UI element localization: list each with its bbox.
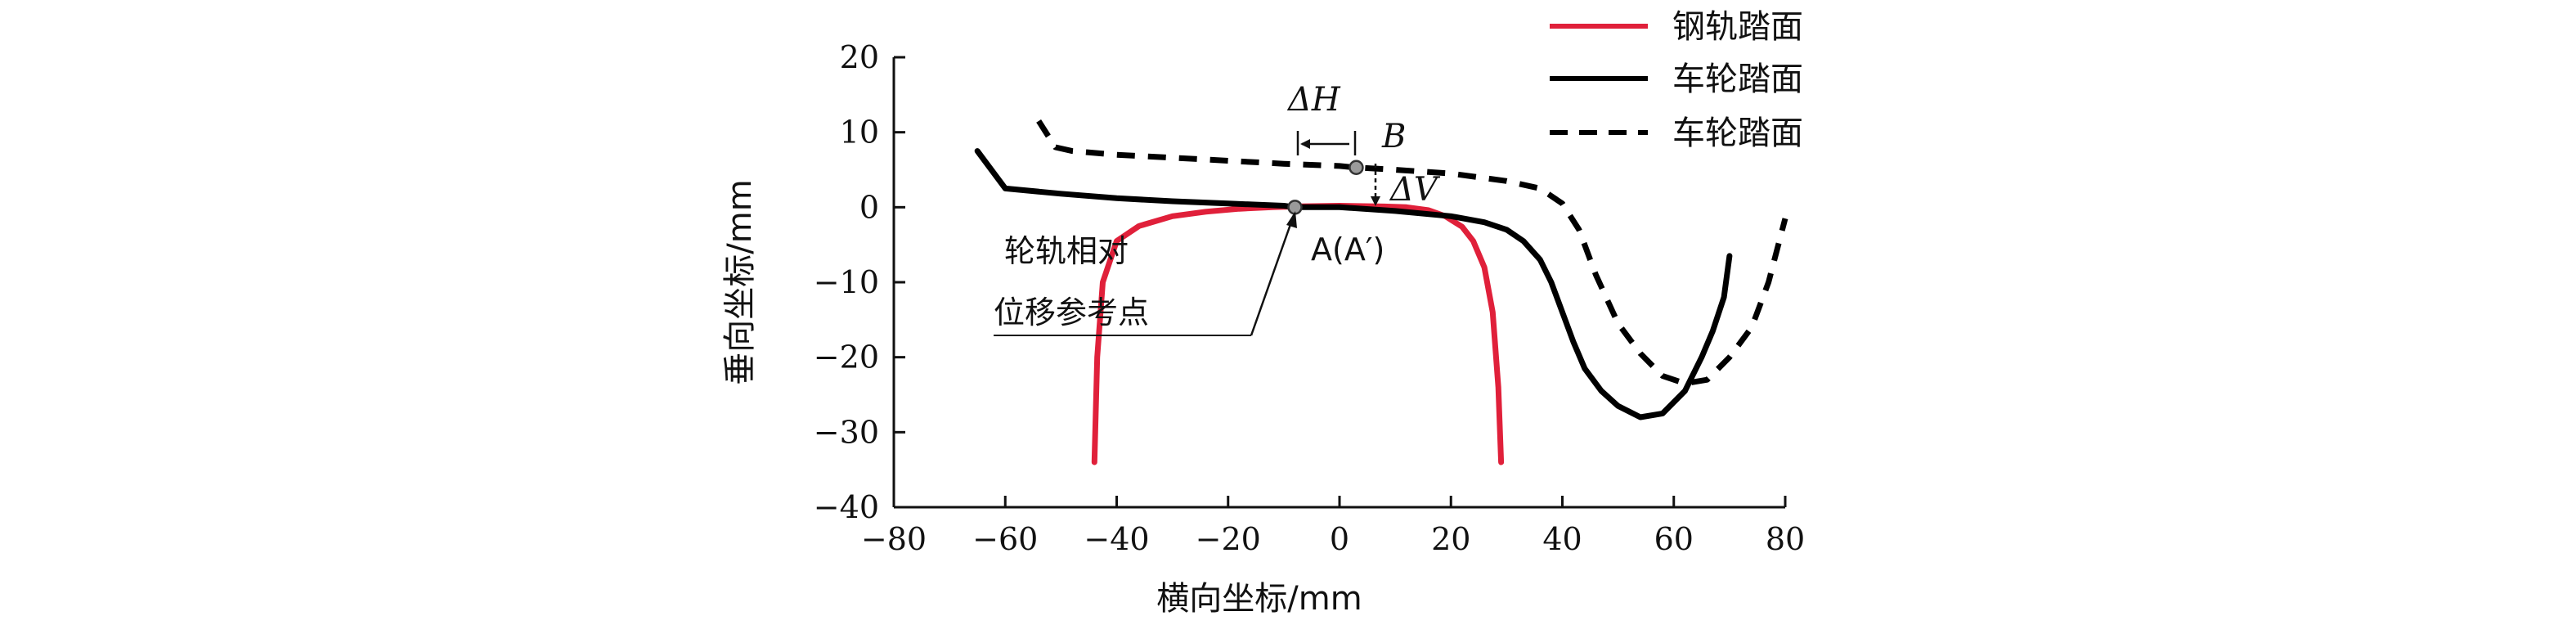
legend: 钢轨踏面 车轮踏面 车轮踏面 xyxy=(1550,8,1803,152)
delta-v-label: ΔV xyxy=(1389,171,1441,209)
legend-label-rail: 钢轨踏面 xyxy=(1672,8,1803,46)
y-axis-title: 垂向坐标/mm xyxy=(721,179,759,384)
y-tick-label: 0 xyxy=(859,189,879,225)
y-tick-label: −10 xyxy=(814,264,879,300)
y-tick-label: −40 xyxy=(814,489,879,525)
x-tick-label: 60 xyxy=(1654,521,1694,557)
wheel-profile-dashed-line xyxy=(1036,119,1788,387)
legend-label-wheel-dashed: 车轮踏面 xyxy=(1672,115,1803,152)
delta-h-label: ΔH xyxy=(1286,81,1341,119)
x-tick-label: −40 xyxy=(1084,521,1149,557)
delta-v-arrowhead xyxy=(1371,196,1380,206)
x-axis-title: 横向坐标/mm xyxy=(1156,580,1362,618)
delta-h-arrowhead xyxy=(1300,139,1310,149)
y-tick-label: −30 xyxy=(814,414,879,450)
reference-point-label-line2: 位移参考点 xyxy=(994,295,1149,330)
reference-arrowhead xyxy=(1286,211,1297,228)
x-tick-label: 40 xyxy=(1542,521,1582,557)
y-tick-label: −20 xyxy=(814,339,879,375)
point-b-label: B xyxy=(1381,118,1406,155)
x-tick-label: −20 xyxy=(1196,521,1261,557)
point-a-label: A(A′) xyxy=(1311,232,1384,268)
y-tick-label: 10 xyxy=(840,115,879,151)
rail-profile-line xyxy=(1091,203,1505,465)
reference-leader xyxy=(1250,214,1295,336)
x-tick-label: 80 xyxy=(1766,521,1805,557)
x-tick-label: 20 xyxy=(1431,521,1470,557)
x-tick-label: −80 xyxy=(861,521,927,557)
x-tick-label: −60 xyxy=(972,521,1038,557)
axis-ticks: −80 −60 −40 −20 0 20 40 60 80 20 10 0 −10 −20 −30 −40 xyxy=(814,39,1805,557)
wheel-profile-solid-line xyxy=(974,148,1733,420)
point-b-marker xyxy=(1349,160,1364,175)
annotations: ΔH B ΔV A(A′) 轮轨相对 位移参考点 xyxy=(994,81,1441,336)
reference-point-label-line1: 轮轨相对 xyxy=(1004,233,1129,269)
x-tick-label: 0 xyxy=(1330,521,1349,557)
legend-label-wheel-solid: 车轮踏面 xyxy=(1672,61,1803,98)
series-layer xyxy=(974,119,1788,465)
y-tick-label: 20 xyxy=(840,39,879,75)
